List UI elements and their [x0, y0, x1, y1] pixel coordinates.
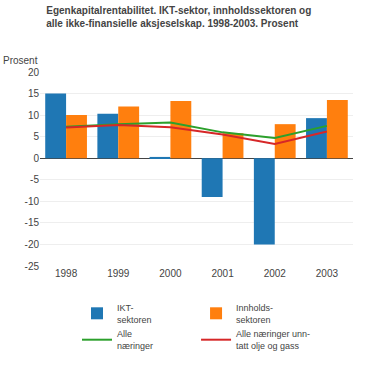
svg-text:-15: -15 — [25, 217, 40, 228]
svg-text:Egenkapitalrentabilitet. IKT-s: Egenkapitalrentabilitet. IKT-sektor, inn… — [46, 5, 311, 29]
svg-text:Prosent: Prosent — [3, 55, 38, 66]
svg-text:Innholds-sektoren: Innholds-sektoren — [236, 303, 273, 325]
svg-text:1998: 1998 — [55, 268, 78, 279]
svg-text:0: 0 — [33, 153, 39, 164]
svg-text:-5: -5 — [30, 174, 39, 185]
svg-text:10: 10 — [28, 110, 40, 121]
svg-text:20: 20 — [28, 67, 40, 78]
svg-text:IKT-sektoren: IKT-sektoren — [117, 303, 152, 325]
svg-text:2003: 2003 — [316, 268, 339, 279]
svg-text:Allenæringer: Allenæringer — [117, 329, 153, 351]
svg-text:-10: -10 — [25, 196, 40, 207]
svg-text:1999: 1999 — [107, 268, 130, 279]
svg-text:2002: 2002 — [264, 268, 287, 279]
svg-text:-25: -25 — [25, 261, 40, 272]
svg-text:Alle næringer unn-tatt olje og: Alle næringer unn-tatt olje og gass — [236, 329, 310, 351]
svg-text:-20: -20 — [25, 239, 40, 250]
svg-text:2000: 2000 — [159, 268, 182, 279]
svg-text:15: 15 — [28, 88, 40, 99]
svg-text:2001: 2001 — [211, 268, 234, 279]
svg-text:5: 5 — [33, 131, 39, 142]
